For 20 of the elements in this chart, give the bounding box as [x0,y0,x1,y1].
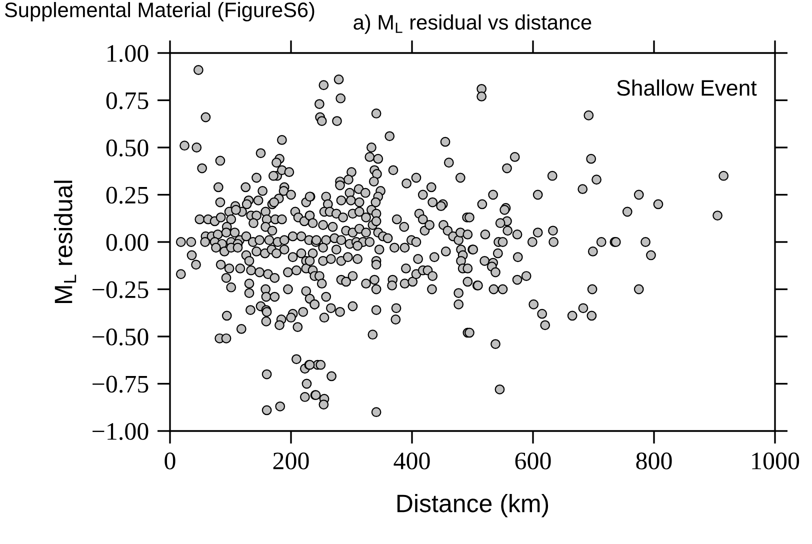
text: Supplemental Material (FigureS6) [4,2,314,22]
y-tick-label: 0.75 [106,92,148,110]
y-tick-label: 0.25 [106,186,148,204]
y-tick-label: −1.00 [92,423,148,440]
y-tick-label: 0.00 [106,234,148,252]
x-axis-title: Distance (km) [397,494,548,518]
x-tick-label: 0 [164,452,176,470]
y-tick-label: −0.25 [92,281,148,298]
x-tick-label: 400 [394,452,430,470]
x-tick-label: 600 [515,452,551,470]
annotation: Shallow Event [617,79,757,96]
x-tick-label: 200 [273,452,309,470]
y-tick-label: 0.50 [106,140,148,157]
y-axis-title: M$_{L}$ residual [54,180,76,303]
y-tick-label: 1.00 [108,45,148,62]
x-tick-label: 800 [636,452,672,470]
y-tick-label: −0.75 [92,376,148,393]
x-tick-label: 1000 [752,452,800,470]
chart-title: a) M$_{L}$ residual vs distance [354,14,592,34]
y-tick-label: −0.50 [92,328,148,346]
